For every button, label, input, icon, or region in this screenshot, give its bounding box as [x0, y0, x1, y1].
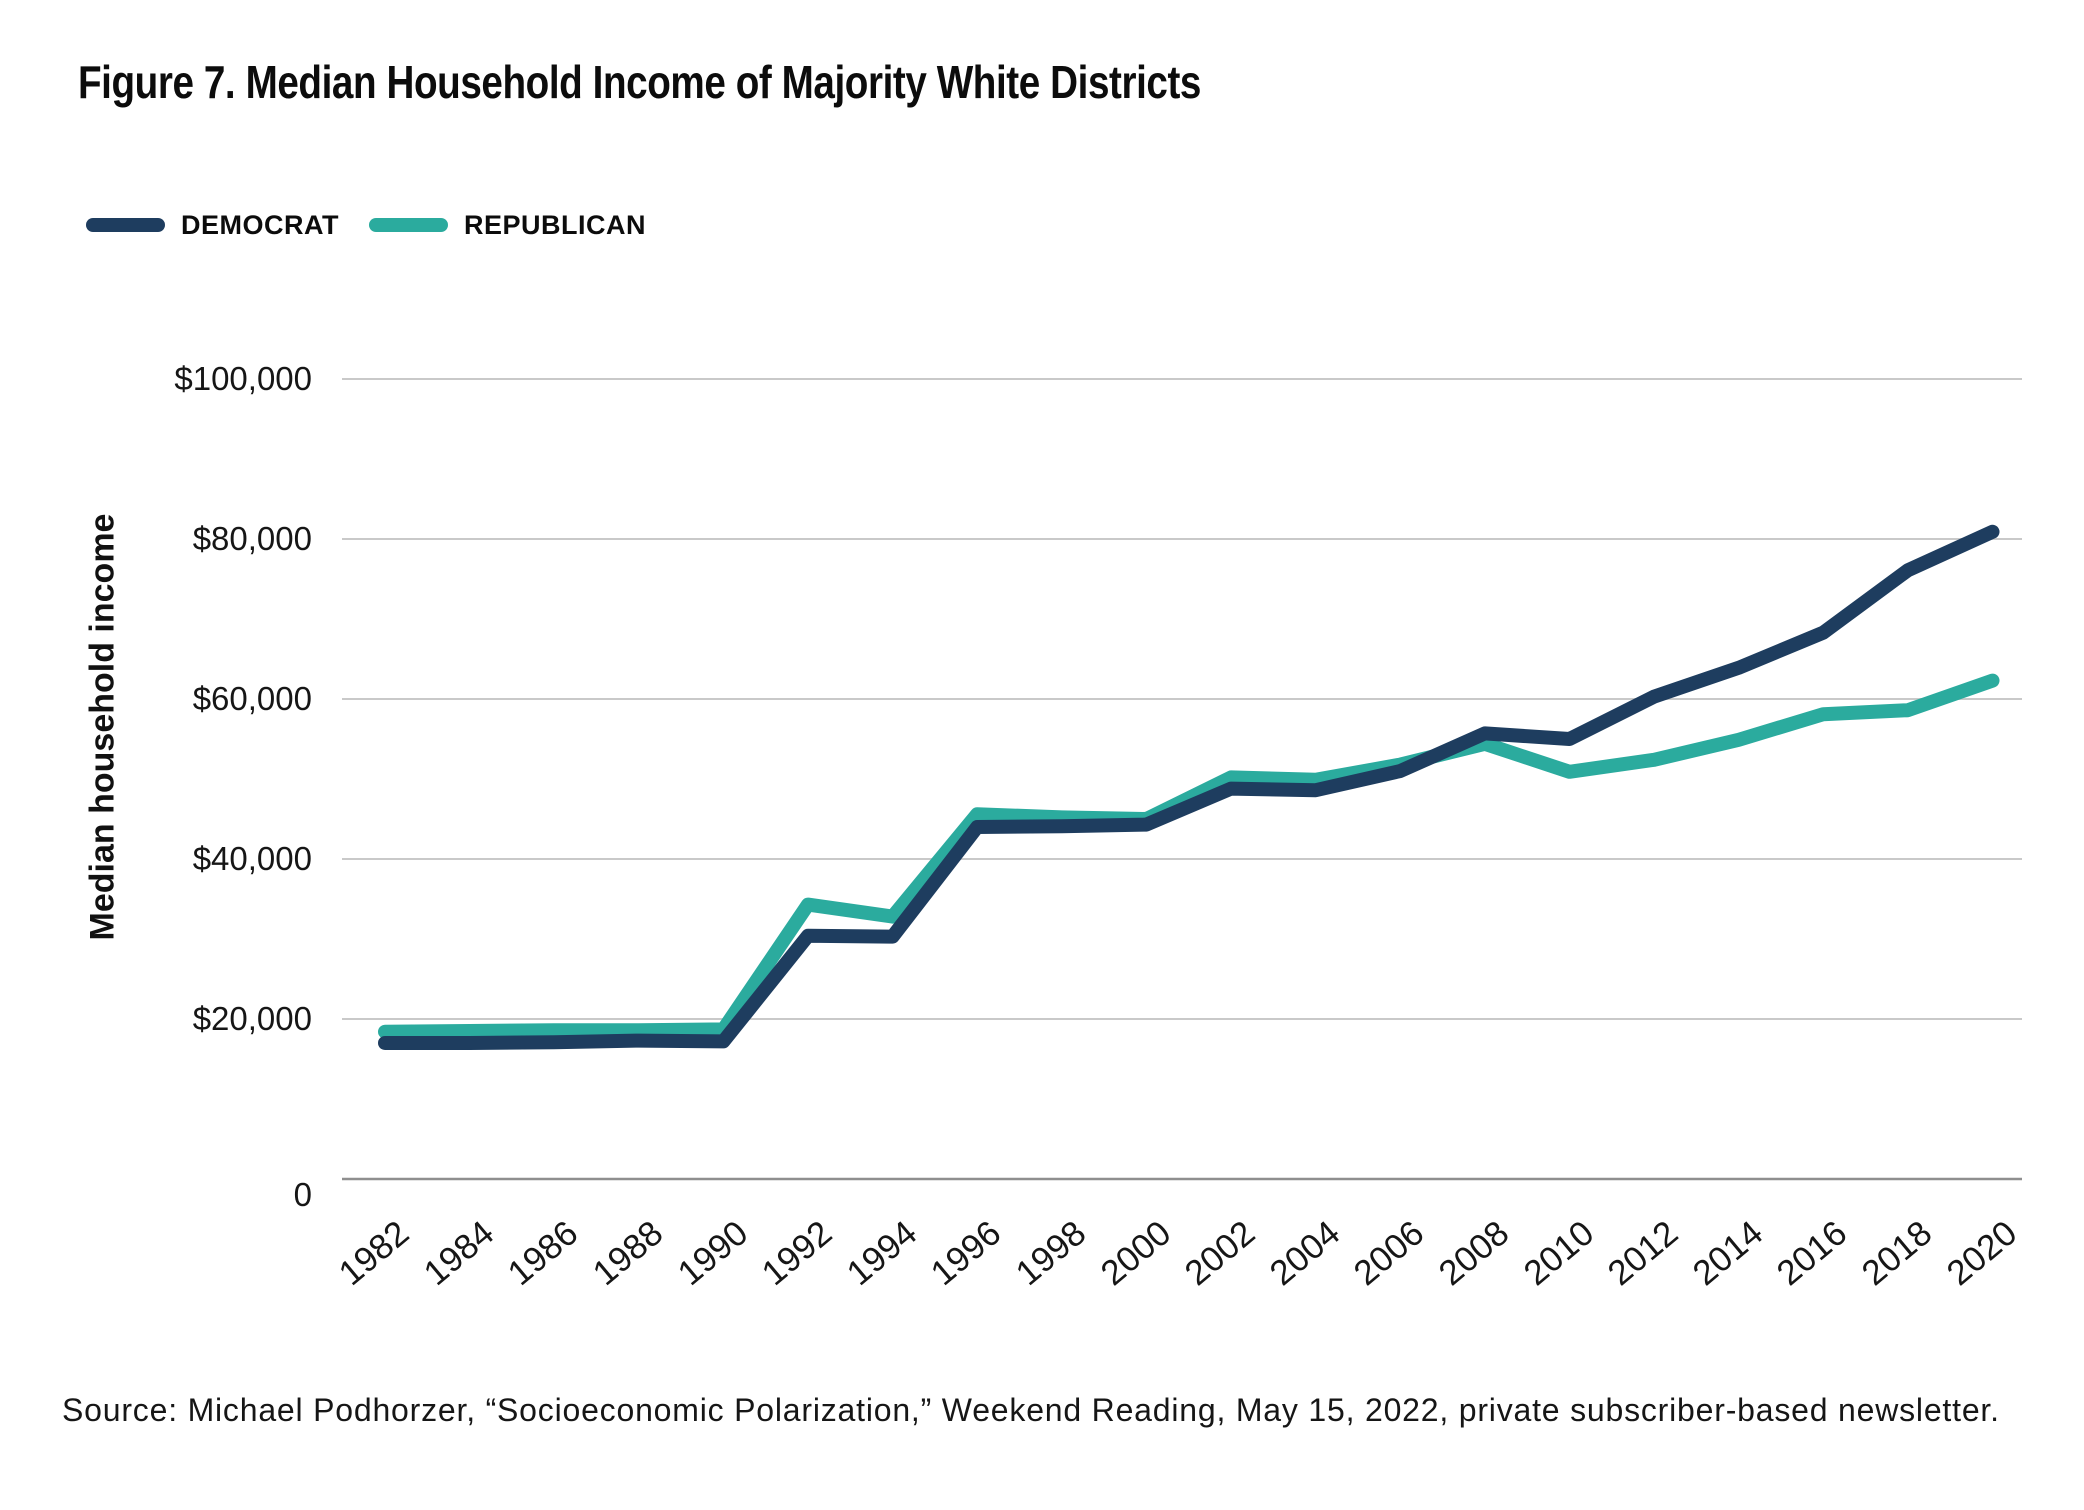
y-tick-label-$20,000: $20,000	[192, 1000, 312, 1037]
legend-label-democrat: DEMOCRAT	[181, 209, 339, 240]
y-tick-label-$40,000: $40,000	[192, 840, 312, 877]
source-note: Source: Michael Podhorzer, “Socioeconomi…	[62, 1392, 2000, 1428]
republican-line	[378, 673, 2000, 1039]
figure-title: Figure 7. Median Household Income of Maj…	[78, 56, 1201, 108]
legend: DEMOCRAT REPUBLICAN	[86, 209, 646, 240]
y-tick-label-0: 0	[293, 1176, 312, 1213]
y-tick-label-$100,000: $100,000	[174, 360, 312, 397]
y-tick-label-$80,000: $80,000	[192, 520, 312, 557]
legend-swatch-republican	[368, 218, 448, 232]
legend-swatch-democrat	[86, 218, 165, 232]
legend-label-republican: REPUBLICAN	[463, 209, 646, 240]
y-tick-label-$60,000: $60,000	[192, 680, 312, 717]
democrat-line	[378, 524, 2000, 1050]
